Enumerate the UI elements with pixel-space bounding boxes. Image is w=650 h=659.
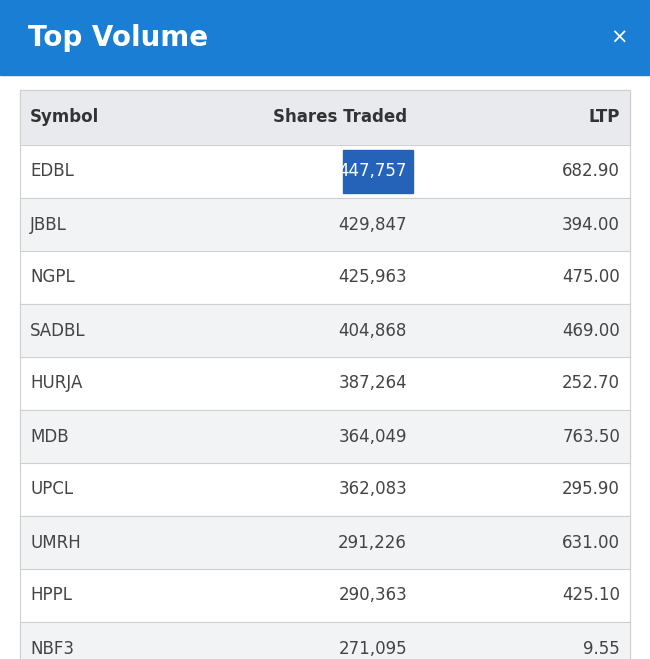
Bar	[20, 304, 630, 357]
Text: 387,264: 387,264	[339, 374, 407, 393]
Text: 447,757: 447,757	[339, 163, 407, 181]
Text: 394.00: 394.00	[562, 215, 620, 233]
Text: 425,963: 425,963	[339, 268, 407, 287]
Text: HPPL: HPPL	[30, 587, 72, 604]
Text: NBF3: NBF3	[30, 639, 74, 658]
Bar	[0, 0, 650, 75]
Text: 475.00: 475.00	[562, 268, 620, 287]
Text: 404,868: 404,868	[339, 322, 407, 339]
Text: LTP: LTP	[589, 109, 620, 127]
Bar	[20, 90, 630, 659]
Text: MDB: MDB	[30, 428, 69, 445]
Bar	[343, 150, 413, 193]
Text: 362,083: 362,083	[338, 480, 407, 498]
Text: EDBL: EDBL	[30, 163, 74, 181]
Text: JBBL: JBBL	[30, 215, 67, 233]
Bar	[20, 463, 630, 516]
Bar	[20, 198, 630, 251]
Text: 271,095: 271,095	[339, 639, 407, 658]
Text: 252.70: 252.70	[562, 374, 620, 393]
Text: UPCL: UPCL	[30, 480, 73, 498]
Text: HURJA: HURJA	[30, 374, 83, 393]
Text: 429,847: 429,847	[339, 215, 407, 233]
Bar	[20, 569, 630, 622]
Text: 631.00: 631.00	[562, 534, 620, 552]
Bar	[20, 410, 630, 463]
Text: 291,226: 291,226	[338, 534, 407, 552]
Bar	[20, 251, 630, 304]
Bar	[20, 357, 630, 410]
Bar	[20, 622, 630, 659]
Text: Shares Traded: Shares Traded	[273, 109, 407, 127]
Text: 9.55: 9.55	[583, 639, 620, 658]
Bar	[20, 145, 630, 198]
Bar	[20, 90, 630, 145]
Text: SADBL: SADBL	[30, 322, 86, 339]
Text: NGPL: NGPL	[30, 268, 75, 287]
Text: UMRH: UMRH	[30, 534, 81, 552]
Text: 364,049: 364,049	[339, 428, 407, 445]
Text: 295.90: 295.90	[562, 480, 620, 498]
Text: Top Volume: Top Volume	[28, 24, 208, 51]
Text: 290,363: 290,363	[338, 587, 407, 604]
Text: 469.00: 469.00	[562, 322, 620, 339]
Text: Symbol: Symbol	[30, 109, 99, 127]
Text: 763.50: 763.50	[562, 428, 620, 445]
Text: 682.90: 682.90	[562, 163, 620, 181]
Text: ×: ×	[610, 28, 628, 47]
Bar	[20, 516, 630, 569]
Text: 425.10: 425.10	[562, 587, 620, 604]
